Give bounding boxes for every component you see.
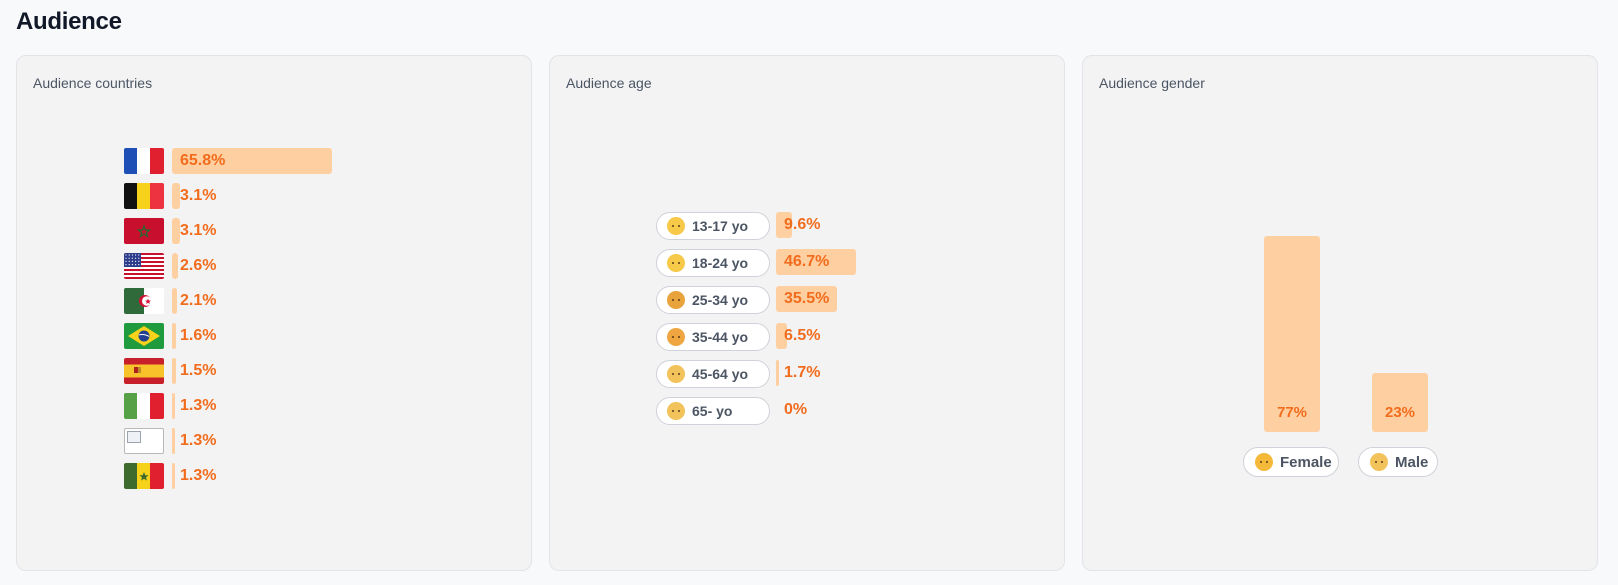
older-adult-emoji-icon	[667, 365, 685, 383]
age-range-pill: 65- yo	[656, 397, 770, 425]
country-share-bar	[172, 428, 175, 454]
card-title: Audience countries	[33, 75, 153, 91]
audience-age-card: Audience age 13-17 yo 9.6% 18-24 yo 46.7% 25…	[549, 55, 1065, 571]
gender-share-bar	[1372, 373, 1428, 432]
age-row: 65- yo 0%	[656, 397, 976, 425]
country-share-label: 2.1%	[180, 292, 217, 309]
country-share-label: 65.8%	[180, 152, 226, 169]
country-share-bar	[172, 288, 177, 314]
age-range-pill: 13-17 yo	[656, 212, 770, 240]
country-row: 1.3%	[124, 463, 424, 489]
age-range-pill: 25-34 yo	[656, 286, 770, 314]
audience-gender-card: Audience gender 77% Female 23% Male	[1082, 55, 1598, 571]
age-share-label: 46.7%	[784, 253, 830, 270]
country-row: 65.8%	[124, 148, 424, 174]
age-range-label: 35-44 yo	[692, 329, 749, 345]
country-row: 2.1%	[124, 288, 424, 314]
age-row: 45-64 yo 1.7%	[656, 360, 976, 388]
age-share-bar	[776, 212, 792, 238]
page-title: Audience	[16, 8, 122, 35]
senegal-flag-icon	[124, 463, 164, 489]
country-share-label: 2.6%	[180, 257, 217, 274]
country-row: 1.3%	[124, 428, 424, 454]
country-row: 1.6%	[124, 323, 424, 349]
young-person-emoji-icon	[667, 254, 685, 272]
elder-emoji-icon	[667, 402, 685, 420]
age-share-bar	[776, 323, 787, 349]
gender-label: Male	[1395, 453, 1429, 471]
audience-countries-card: Audience countries 65.8% 3.1% 3.1% 2.6% 2.1%…	[16, 55, 532, 571]
morocco-flag-icon	[124, 218, 164, 244]
country-share-label: 3.1%	[180, 187, 217, 204]
country-row: 1.5%	[124, 358, 424, 384]
gender-pill: Male	[1358, 447, 1438, 477]
age-share-label: 1.7%	[784, 364, 821, 381]
age-row: 35-44 yo 6.5%	[656, 323, 976, 351]
country-share-bar	[172, 463, 175, 489]
age-row: 13-17 yo 9.6%	[656, 212, 976, 240]
country-share-bar	[172, 358, 176, 384]
belgium-flag-icon	[124, 183, 164, 209]
usa-flag-icon	[124, 253, 164, 279]
age-range-pill: 35-44 yo	[656, 323, 770, 351]
country-row: 3.1%	[124, 183, 424, 209]
country-share-bar	[172, 218, 180, 244]
gender-label: Female	[1280, 453, 1332, 471]
child-emoji-icon	[667, 217, 685, 235]
country-share-label: 3.1%	[180, 222, 217, 239]
age-share-bar	[776, 360, 779, 386]
woman-emoji-icon	[1255, 453, 1273, 471]
age-range-label: 25-34 yo	[692, 292, 749, 308]
age-share-bar	[776, 249, 856, 275]
age-range-pill: 45-64 yo	[656, 360, 770, 388]
country-share-label: 1.6%	[180, 327, 217, 344]
gender-pill: Female	[1243, 447, 1339, 477]
card-title: Audience age	[566, 75, 652, 91]
country-share-bar	[172, 323, 176, 349]
adult-emoji-icon	[667, 328, 685, 346]
age-row: 18-24 yo 46.7%	[656, 249, 976, 277]
bearded-person-emoji-icon	[667, 291, 685, 309]
country-share-bar	[172, 393, 175, 419]
country-row: 3.1%	[124, 218, 424, 244]
age-share-bar	[776, 286, 837, 312]
country-row: 2.6%	[124, 253, 424, 279]
country-share-label: 1.5%	[180, 362, 217, 379]
france-flag-icon	[124, 148, 164, 174]
broken-image-icon	[124, 428, 164, 454]
age-row: 25-34 yo 35.5%	[656, 286, 976, 314]
gender-share-bar	[1264, 236, 1320, 432]
gender-share-label: 77%	[1276, 404, 1308, 421]
gender-share-label: 23%	[1384, 404, 1416, 421]
country-share-label: 1.3%	[180, 397, 217, 414]
man-emoji-icon	[1370, 453, 1388, 471]
age-share-label: 6.5%	[784, 327, 821, 344]
age-range-label: 45-64 yo	[692, 366, 749, 382]
country-share-label: 1.3%	[180, 432, 217, 449]
italy-flag-icon	[124, 393, 164, 419]
age-share-label: 0%	[784, 401, 808, 418]
algeria-flag-icon	[124, 288, 164, 314]
age-share-label: 9.6%	[784, 216, 821, 233]
age-range-pill: 18-24 yo	[656, 249, 770, 277]
country-share-bar	[172, 183, 180, 209]
country-share-bar	[172, 253, 178, 279]
country-row: 1.3%	[124, 393, 424, 419]
card-title: Audience gender	[1099, 75, 1205, 91]
age-range-label: 65- yo	[692, 403, 733, 419]
brazil-flag-icon	[124, 323, 164, 349]
age-range-label: 13-17 yo	[692, 218, 749, 234]
age-share-label: 35.5%	[784, 290, 830, 307]
country-share-label: 1.3%	[180, 467, 217, 484]
country-share-bar	[172, 148, 332, 174]
spain-flag-icon	[124, 358, 164, 384]
age-range-label: 18-24 yo	[692, 255, 749, 271]
